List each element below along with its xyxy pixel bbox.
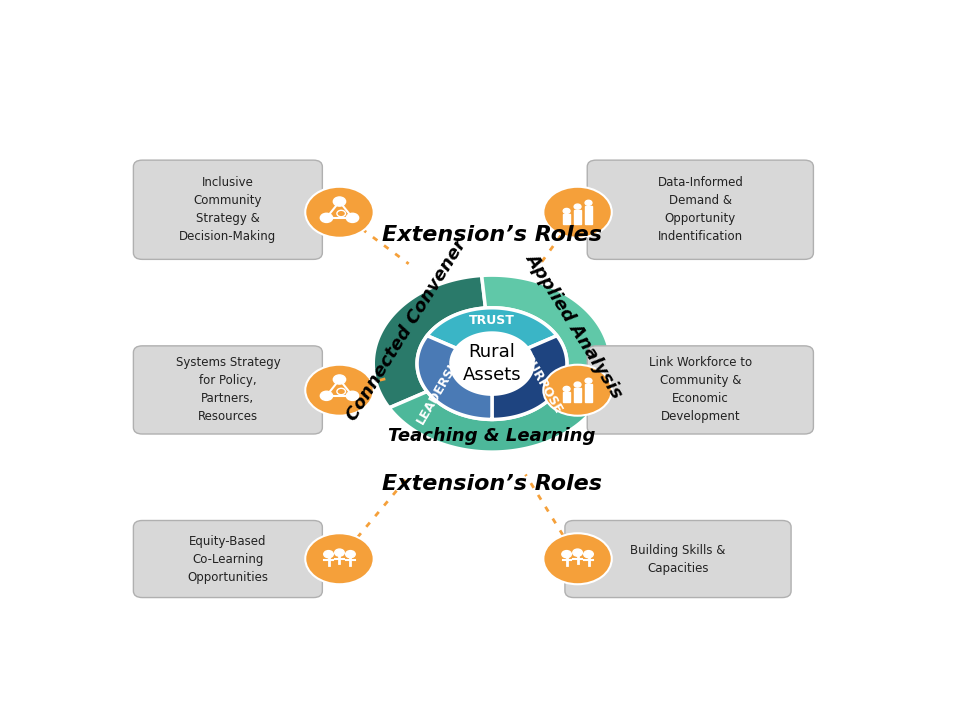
Circle shape (543, 365, 612, 415)
Circle shape (347, 213, 359, 222)
Polygon shape (492, 336, 567, 420)
Text: Connected Convener: Connected Convener (343, 235, 470, 424)
Circle shape (564, 387, 570, 392)
Bar (574, 387, 582, 402)
Circle shape (543, 186, 612, 238)
Circle shape (564, 208, 570, 214)
Text: TRUST: TRUST (469, 314, 515, 327)
FancyBboxPatch shape (133, 346, 323, 434)
Circle shape (585, 200, 592, 205)
Circle shape (305, 365, 373, 415)
Bar (563, 214, 570, 224)
Bar (585, 384, 592, 402)
Text: Extension’s Roles: Extension’s Roles (382, 225, 602, 245)
Text: Equity-Based
Co-Learning
Opportunities: Equity-Based Co-Learning Opportunities (187, 534, 269, 583)
Text: Systems Strategy
for Policy,
Partners,
Resources: Systems Strategy for Policy, Partners, R… (176, 356, 280, 423)
Circle shape (347, 391, 359, 400)
FancyBboxPatch shape (588, 346, 813, 434)
Polygon shape (373, 276, 486, 408)
Circle shape (574, 382, 581, 387)
Circle shape (585, 378, 592, 383)
Text: Inclusive
Community
Strategy &
Decision-Making: Inclusive Community Strategy & Decision-… (180, 176, 276, 243)
Circle shape (321, 391, 332, 400)
Text: Link Workforce to
Community &
Economic
Development: Link Workforce to Community & Economic D… (649, 356, 752, 423)
Circle shape (562, 551, 571, 558)
Circle shape (305, 534, 373, 584)
Polygon shape (389, 392, 595, 452)
Circle shape (305, 186, 373, 238)
FancyBboxPatch shape (588, 160, 813, 259)
Text: Teaching & Learning: Teaching & Learning (388, 427, 596, 445)
Circle shape (543, 534, 612, 584)
Circle shape (584, 551, 593, 558)
Polygon shape (482, 275, 611, 408)
Circle shape (333, 375, 346, 384)
Circle shape (324, 551, 333, 558)
Polygon shape (417, 336, 492, 420)
Circle shape (333, 197, 346, 206)
Text: PURPOSE: PURPOSE (520, 354, 564, 417)
Circle shape (346, 551, 355, 558)
FancyBboxPatch shape (133, 160, 323, 259)
Bar (585, 206, 592, 224)
Circle shape (337, 388, 346, 395)
Polygon shape (427, 307, 557, 348)
Bar (574, 210, 582, 224)
Text: Applied Analysis: Applied Analysis (522, 250, 626, 401)
Text: Data-Informed
Demand &
Opportunity
Indentification: Data-Informed Demand & Opportunity Inden… (658, 176, 743, 243)
Polygon shape (451, 333, 533, 394)
FancyBboxPatch shape (564, 521, 791, 598)
Circle shape (321, 213, 332, 222)
Circle shape (574, 204, 581, 210)
Text: LEADERSHIP: LEADERSHIP (415, 344, 469, 426)
Circle shape (337, 210, 346, 217)
Text: Rural
Assets: Rural Assets (463, 343, 521, 384)
Circle shape (335, 549, 345, 556)
Bar (563, 392, 570, 402)
Circle shape (573, 549, 583, 556)
FancyBboxPatch shape (133, 521, 323, 598)
Text: Extension’s Roles: Extension’s Roles (382, 474, 602, 494)
Text: Building Skills &
Capacities: Building Skills & Capacities (631, 544, 726, 575)
